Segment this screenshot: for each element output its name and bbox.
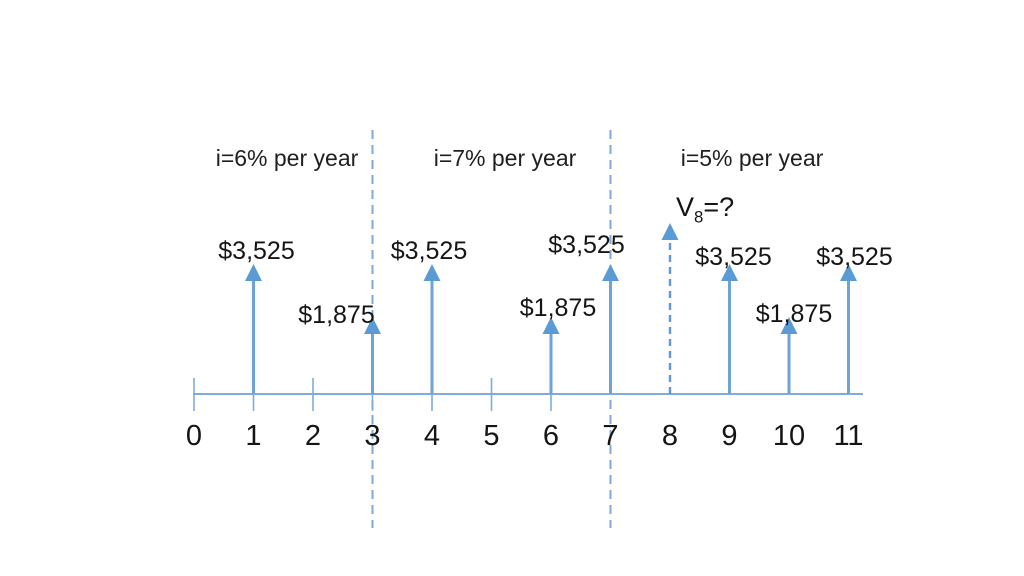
cashflow-label-year-6: $1,875 — [519, 294, 597, 322]
cashflow-label-year-10: $1,875 — [755, 300, 833, 328]
axis-number-1: 1 — [245, 420, 262, 452]
axis-number-10: 10 — [772, 420, 806, 452]
cashflow-arrowhead-year-6 — [542, 317, 560, 334]
unknown-value-label: V8=? — [676, 192, 734, 227]
period-label-6pct: i=6% per year — [215, 145, 359, 171]
axis-number-6: 6 — [542, 420, 560, 452]
axis-number-5: 5 — [483, 420, 500, 452]
cashflow-arrowhead-year-4 — [423, 264, 441, 281]
axis-number-0: 0 — [185, 420, 203, 452]
cashflow-label-year-11: $3,525 — [816, 243, 893, 271]
cashflow-arrowhead-year-1 — [245, 264, 262, 281]
unknown-value-arrowhead-year-8 — [661, 223, 679, 240]
cashflow-label-year-1: $3,525 — [218, 237, 295, 265]
unknown-value-subscript: 8 — [694, 207, 704, 227]
cashflow-label-year-3: $1,875 — [298, 301, 375, 329]
cashflow-label-year-7: $3,525 — [548, 231, 625, 259]
cashflow-arrowhead-year-11 — [840, 264, 857, 281]
cashflow-arrowhead-year-9 — [721, 264, 738, 281]
cashflow-label-year-9: $3,525 — [695, 243, 772, 271]
axis-number-7: 7 — [602, 420, 619, 452]
cashflow-arrowhead-year-10 — [780, 317, 798, 334]
cashflow-arrowhead-year-3 — [364, 317, 381, 334]
axis-number-9: 9 — [721, 420, 738, 452]
unknown-value-base: V — [676, 192, 695, 222]
cashflow-label-year-4: $3,525 — [390, 237, 468, 265]
period-label-5pct: i=5% per year — [680, 145, 824, 171]
axis-number-8: 8 — [661, 420, 679, 452]
axis-number-11: 11 — [833, 420, 864, 452]
unknown-value-suffix: =? — [703, 192, 735, 222]
axis-number-4: 4 — [423, 420, 441, 452]
cashflow-arrowhead-year-7 — [602, 264, 619, 281]
axis-number-3: 3 — [364, 420, 381, 452]
period-label-7pct: i=7% per year — [433, 145, 577, 171]
axis-number-2: 2 — [304, 420, 322, 452]
